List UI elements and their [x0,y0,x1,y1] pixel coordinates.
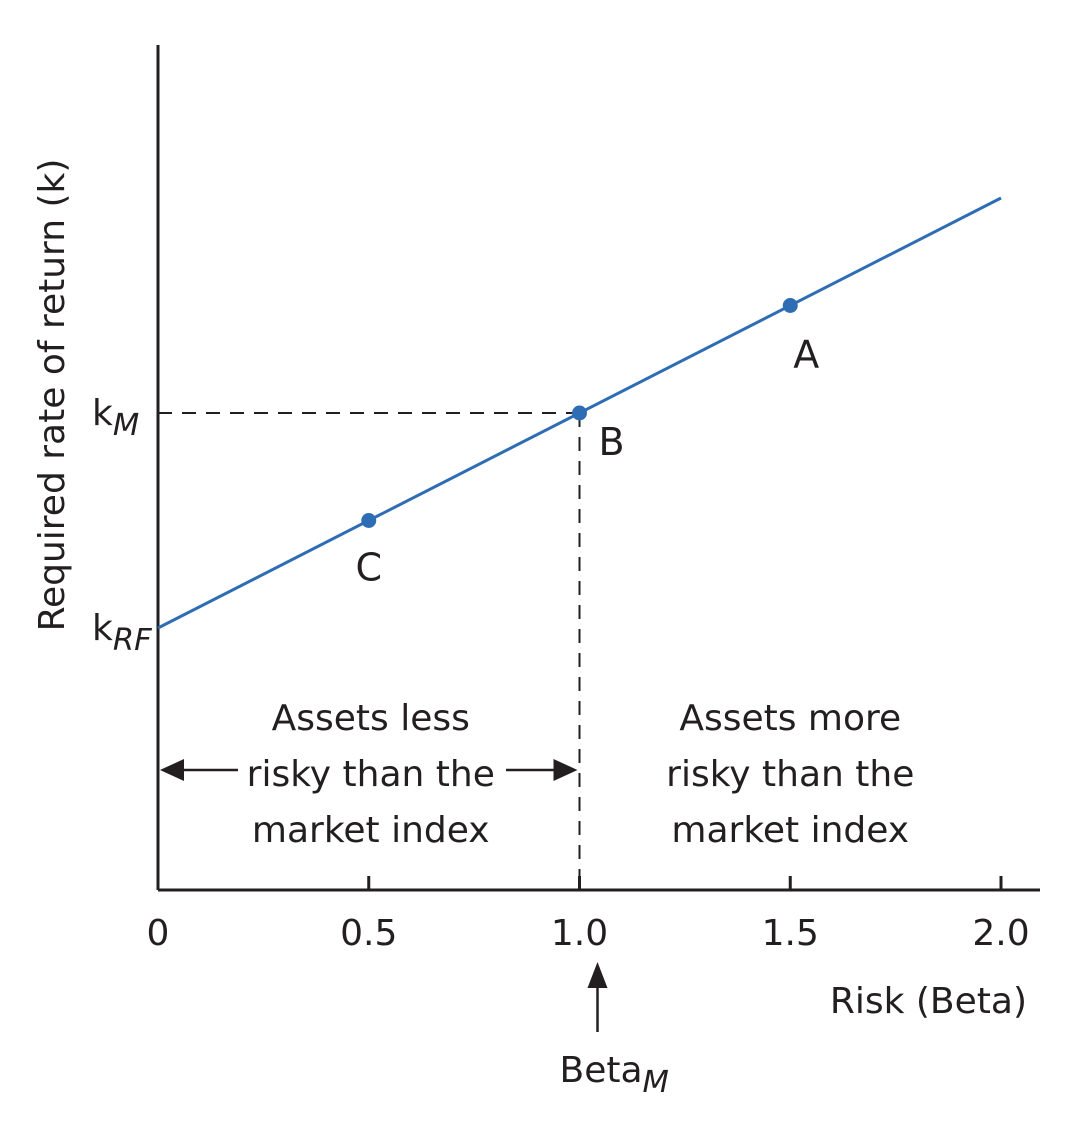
x-axis-title: Risk (Beta) [830,981,1027,1022]
right-region-label: risky than the [666,754,914,795]
point-a [782,298,798,313]
y-tick-label: kRF [92,608,152,658]
beta-m-label: BetaM [560,1050,669,1100]
y-tick-label: kM [92,393,139,443]
x-tick-label: 1.0 [551,913,608,954]
point-label-c: C [355,546,382,590]
y-axis-title: Required rate of return (k) [32,159,73,632]
x-tick-label: 0.5 [340,913,397,954]
x-tick-label: 0 [147,913,170,954]
right-region-label: market index [671,810,909,851]
point-label-a: A [793,333,819,377]
x-tick-label: 1.5 [762,913,819,954]
left-region-label: market index [252,810,490,851]
labels-layer: 0 0.5 1.0 1.5 2.0 kM kRF Risk (Beta) Required ra… [32,159,1030,1100]
guide-lines [158,412,608,1032]
point-b [572,405,587,421]
x-tick-label: 2.0 [972,913,1029,954]
left-arrowhead [160,759,184,781]
axes [156,45,1040,892]
point-c [361,513,377,528]
beta-m-arrowhead [587,962,608,988]
point-label-b: B [598,420,624,464]
left-region-label: risky than the [247,754,495,795]
left-region-label: Assets less [272,698,470,739]
right-region-label: Assets more [679,698,901,739]
right-arrowhead [553,759,578,781]
series-layer [157,196,1002,630]
